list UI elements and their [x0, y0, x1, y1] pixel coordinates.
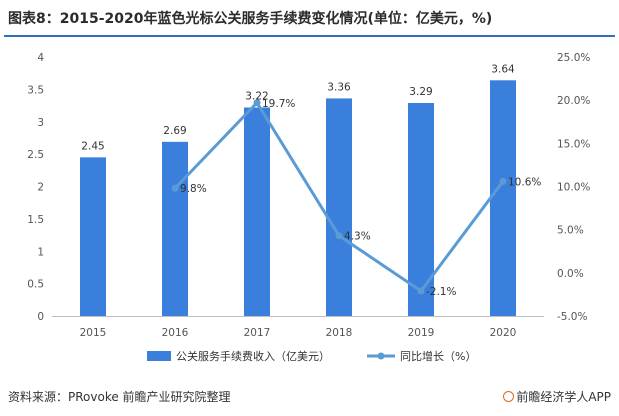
- growth-value-label: 4.3%: [344, 231, 371, 243]
- y-right-tick-label: 5.0%: [557, 225, 584, 237]
- x-tick-label: 2016: [162, 327, 189, 339]
- growth-value-label: 9.8%: [180, 183, 207, 195]
- legend: 公关服务手续费收入（亿美元） 同比增长（%）: [147, 349, 476, 363]
- x-tick-label: 2015: [80, 327, 107, 339]
- y-left-tick-label: 3: [37, 117, 44, 129]
- y-right-tick-label: 0.0%: [557, 268, 584, 280]
- y-left-tick-label: 1: [37, 246, 44, 258]
- x-tick-label: 2017: [244, 327, 271, 339]
- y-left-tick-label: 0.5: [27, 279, 44, 291]
- growth-point: [253, 99, 261, 107]
- bar-value-label: 3.22: [245, 91, 268, 103]
- y-right-tick-label: 20.0%: [557, 95, 590, 107]
- growth-point: [499, 177, 507, 185]
- y-right-tick-label: 25.0%: [557, 52, 590, 64]
- bar: [80, 157, 106, 316]
- growth-value-label: 10.6%: [508, 176, 541, 188]
- legend-line-label: 同比增长（%）: [400, 349, 476, 363]
- y-left-tick-label: 0: [37, 311, 44, 323]
- legend-line-marker: [377, 352, 385, 360]
- bar: [326, 98, 352, 316]
- bar-value-label: 2.45: [81, 140, 104, 152]
- bar-value-label: 2.69: [163, 125, 186, 137]
- bar: [162, 141, 188, 316]
- growth-value-label: -2.1%: [426, 286, 456, 298]
- growth-value-label: 19.7%: [262, 98, 295, 110]
- x-tick-label: 2018: [326, 327, 353, 339]
- y-right-tick-label: 10.0%: [557, 182, 590, 194]
- legend-bar-label: 公关服务手续费收入（亿美元）: [176, 349, 330, 363]
- bar-series: [80, 80, 516, 316]
- x-tick-label: 2019: [408, 327, 435, 339]
- y-left-tick-label: 2: [37, 182, 44, 194]
- y-left-tick-label: 3.5: [27, 84, 44, 96]
- title-divider: [4, 35, 615, 37]
- data-labels-layer: 2.45 2.69 3.22 3.36 3.29 3.64 9.8% 19.7% 4.3% -2.…: [81, 63, 541, 298]
- chart-title: 图表8：2015-2020年蓝色光标公关服务手续费变化情况(单位：亿美元，%): [8, 11, 493, 27]
- y-right-tick-label: 15.0%: [557, 138, 590, 150]
- growth-point: [335, 232, 343, 240]
- brand-credit: 前瞻经济学人APP: [503, 388, 611, 405]
- bar: [244, 107, 270, 316]
- bar-value-label: 3.29: [409, 86, 432, 98]
- y-left-tick-label: 1.5: [27, 214, 44, 226]
- x-tick-label: 2020: [490, 327, 517, 339]
- growth-point: [171, 184, 179, 192]
- bar-value-label: 3.36: [327, 81, 351, 93]
- y-left-tick-label: 2.5: [27, 149, 44, 161]
- brand-name: 前瞻经济学人APP: [516, 390, 611, 404]
- bar: [490, 80, 516, 316]
- source-note: 资料来源：PRovoke 前瞻产业研究院整理: [8, 390, 231, 404]
- legend-bar-swatch: [147, 351, 171, 361]
- brand-logo-icon: [503, 391, 515, 402]
- growth-point: [417, 287, 425, 295]
- line-series: [171, 99, 507, 295]
- y-right-tick-label: -5.0%: [557, 311, 587, 323]
- axes-layer: 0 0.5 1 1.5 2 2.5 3 3.5 4 -5.0% 0.0% 5.0% 10.0% 15.0%…: [27, 52, 590, 339]
- bar-value-label: 3.64: [491, 63, 515, 75]
- y-left-tick-label: 4: [37, 52, 44, 64]
